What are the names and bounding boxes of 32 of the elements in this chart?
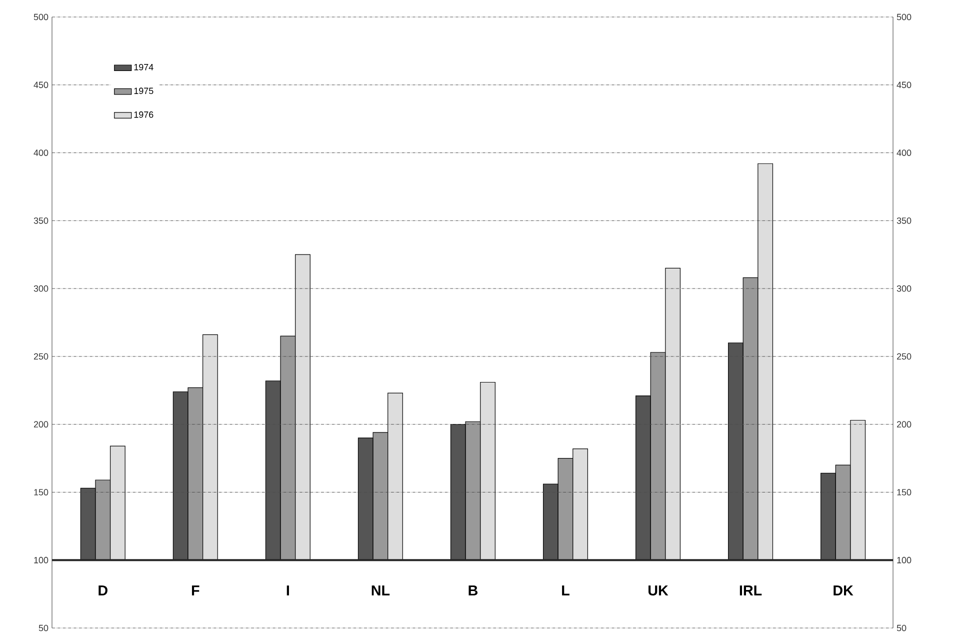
y-tick-label: 300: [34, 285, 48, 292]
legend-label: 1976: [134, 111, 154, 118]
y-tick-label: 100: [34, 556, 48, 564]
y-tick-label: 500: [34, 14, 48, 20]
x-tick-label: UK: [648, 586, 668, 596]
y2-tick-label: 300: [896, 285, 912, 292]
y2-tick-label: 250: [897, 353, 912, 360]
y-tick-label: 450: [34, 82, 48, 88]
x-tick-label: I: [286, 586, 289, 596]
y2-tick-label: 150: [897, 489, 912, 496]
y-tick-label: 350: [34, 217, 48, 224]
y-tick-label: 200: [34, 421, 48, 428]
x-tick-label: NL: [372, 586, 390, 596]
y2-tick-label: 350: [896, 217, 912, 224]
y2-tick-label: 400: [896, 150, 912, 156]
y2-tick-label: 450: [896, 82, 912, 88]
x-tick-label: IRL: [740, 586, 762, 596]
y2-tick-label: 100: [897, 556, 912, 564]
y-tick-label: 400: [34, 150, 48, 156]
y-tick-label: 50: [38, 624, 48, 632]
x-tick-label: D: [98, 586, 108, 596]
x-tick-label: B: [468, 586, 478, 596]
y2-tick-label: 50: [896, 624, 906, 632]
y2-tick-label: 500: [896, 14, 912, 20]
y-tick-label: 150: [34, 489, 48, 496]
y-tick-label: 250: [34, 353, 48, 360]
x-tick-label: F: [192, 586, 200, 596]
legend-label: 1975: [134, 88, 154, 94]
legend-label: 1974: [134, 64, 154, 70]
y2-tick-label: 200: [897, 421, 912, 428]
x-tick-label: L: [562, 586, 570, 596]
x-tick-label: DK: [834, 586, 854, 596]
